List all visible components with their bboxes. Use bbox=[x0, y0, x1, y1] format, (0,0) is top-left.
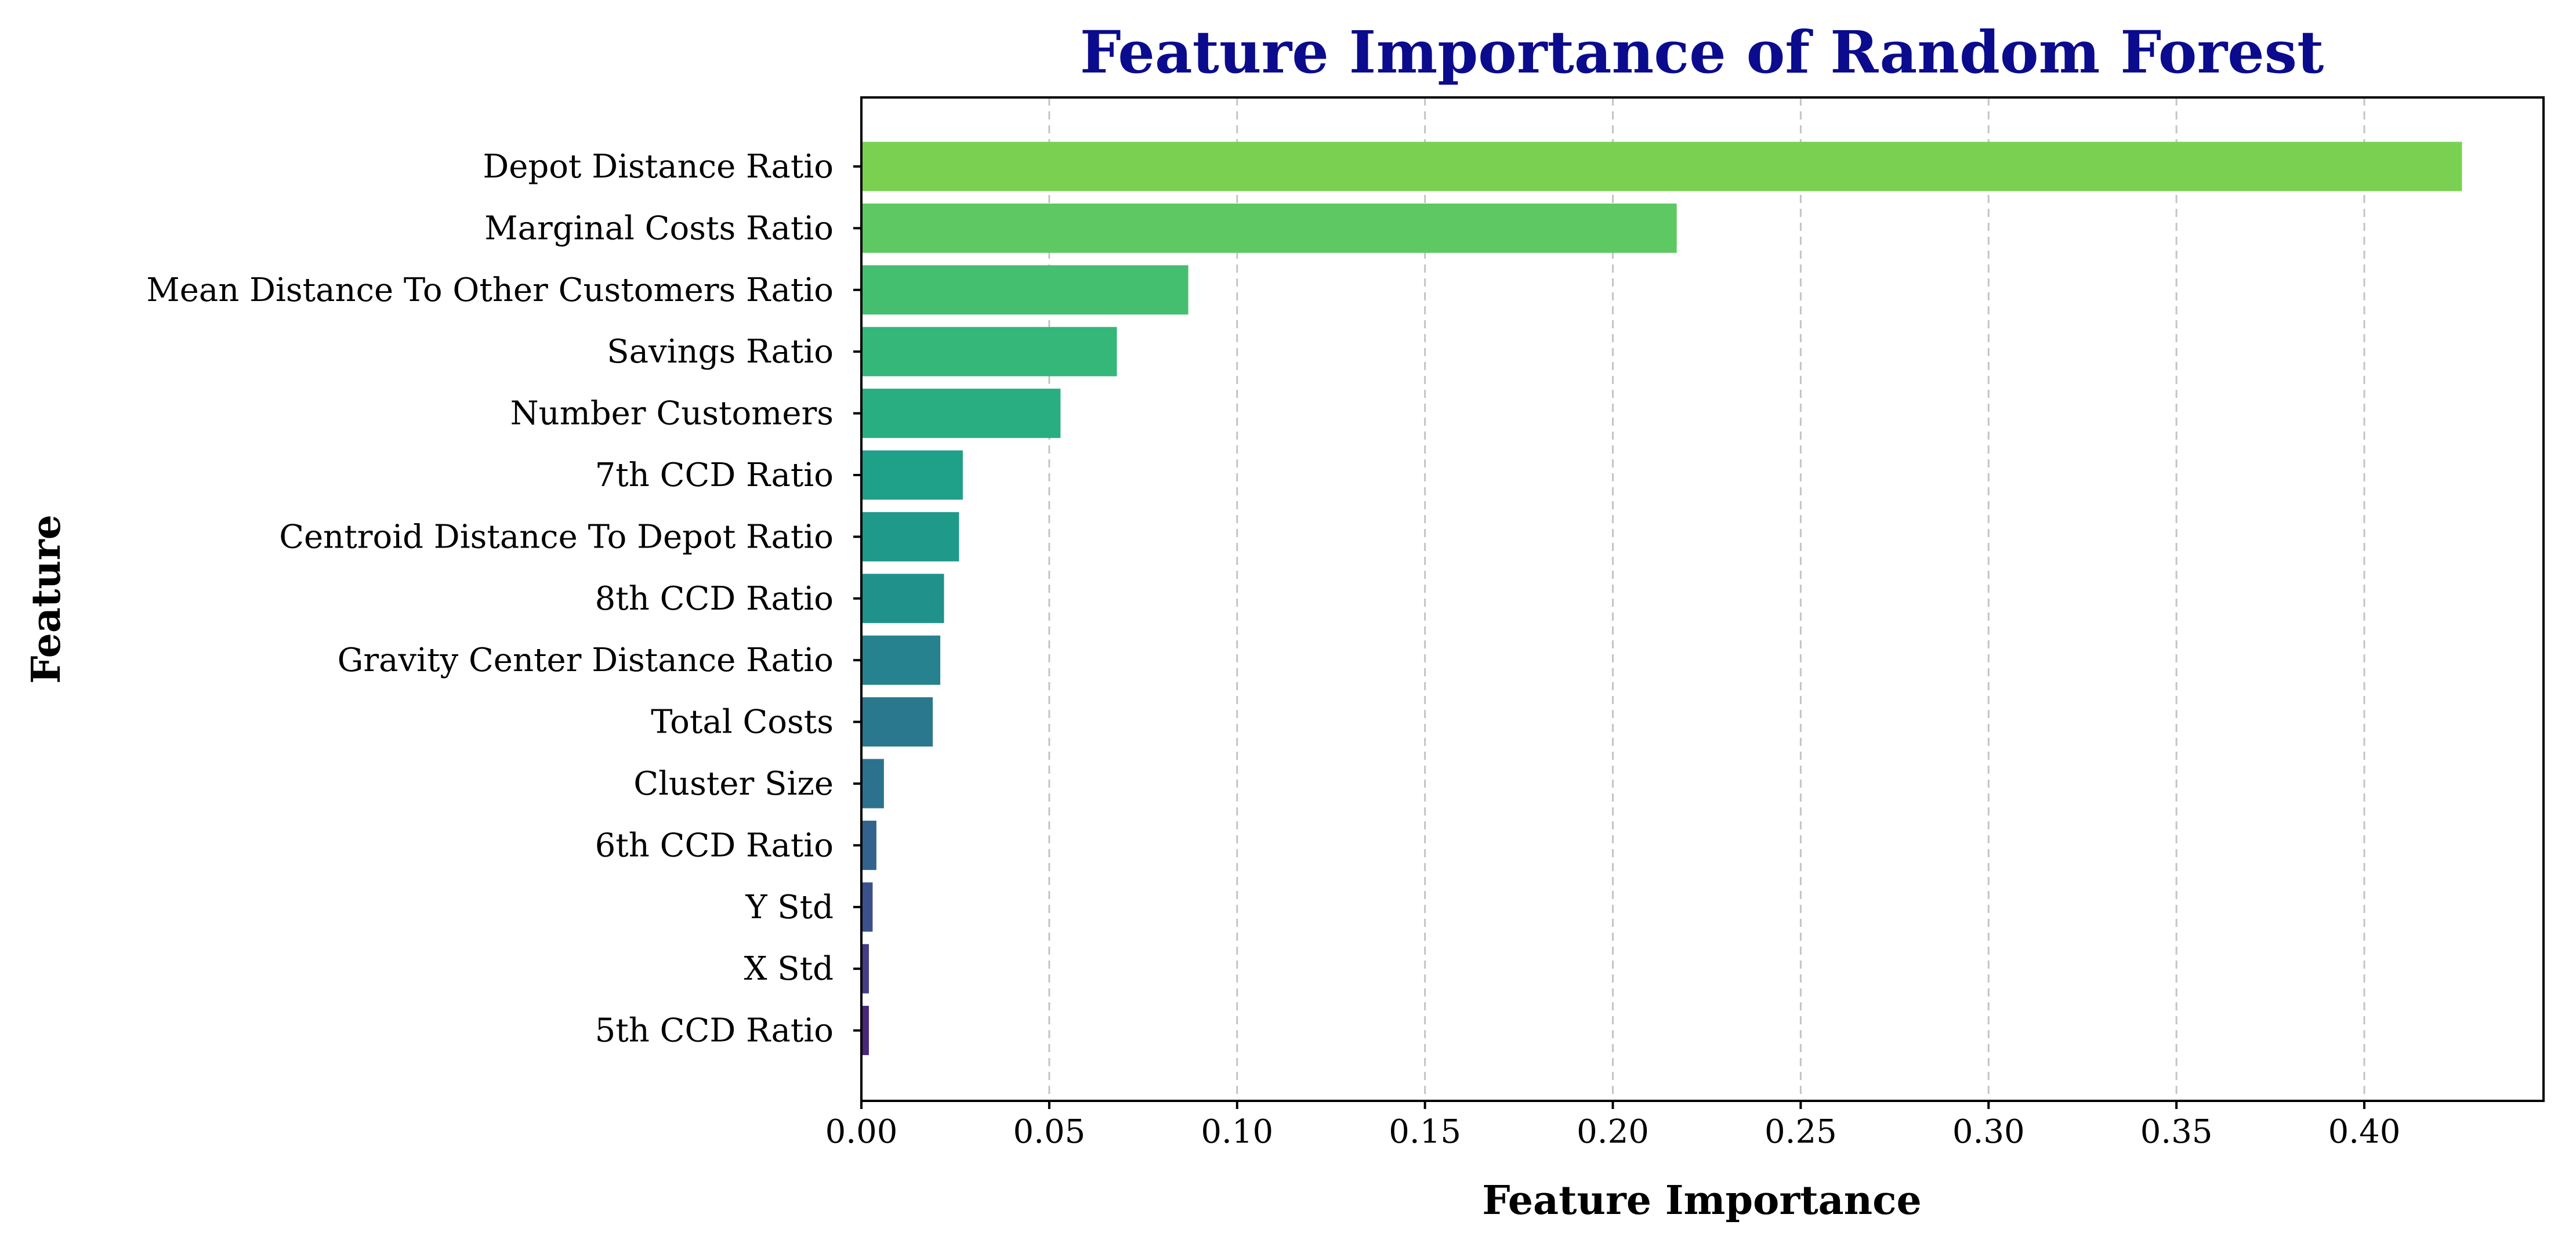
y-tick-label: Marginal Costs Ratio bbox=[484, 209, 834, 247]
bar bbox=[861, 512, 959, 561]
x-tick-label: 0.30 bbox=[1952, 1113, 2025, 1151]
y-tick-label: Total Costs bbox=[651, 704, 834, 741]
bar bbox=[861, 820, 876, 870]
x-tick-label: 0.25 bbox=[1765, 1113, 1837, 1151]
x-tick-label: 0.10 bbox=[1201, 1113, 1273, 1151]
bar bbox=[861, 759, 884, 809]
gridlines bbox=[1048, 97, 2365, 1101]
bar bbox=[861, 697, 933, 747]
y-tick-label: Cluster Size bbox=[633, 765, 834, 803]
y-tick-label: 8th CCD Ratio bbox=[595, 580, 834, 618]
chart-title: Feature Importance of Random Forest bbox=[1080, 18, 2324, 86]
bar bbox=[861, 882, 873, 932]
bar bbox=[861, 203, 1677, 253]
x-axis-title: Feature Importance bbox=[1482, 1177, 1922, 1224]
y-tick-label: 6th CCD Ratio bbox=[595, 827, 834, 864]
y-tick-label: Y Std bbox=[745, 889, 834, 926]
y-tick-label: 5th CCD Ratio bbox=[595, 1012, 834, 1050]
bar bbox=[861, 635, 941, 685]
x-axis-ticks: 0.00 0.05 0.10 0.15 0.20 0.25 0.30 0.35 0.40 bbox=[825, 1101, 2401, 1151]
x-tick-label: 0.40 bbox=[2328, 1113, 2401, 1151]
y-tick-label: Number Customers bbox=[510, 395, 834, 433]
x-tick-label: 0.35 bbox=[2140, 1113, 2213, 1151]
bar bbox=[861, 265, 1189, 315]
y-tick-label: Centroid Distance To Depot Ratio bbox=[279, 518, 834, 556]
bars bbox=[861, 142, 2462, 1056]
x-tick-label: 0.00 bbox=[825, 1113, 898, 1151]
bar bbox=[861, 450, 963, 500]
bar bbox=[861, 944, 869, 994]
y-tick-label: Savings Ratio bbox=[607, 333, 834, 371]
y-tick-label: Depot Distance Ratio bbox=[483, 148, 834, 186]
y-axis-ticks: Depot Distance Ratio Marginal Costs Ratio… bbox=[146, 148, 861, 1050]
bar bbox=[861, 1006, 869, 1056]
bar bbox=[861, 142, 2462, 191]
x-tick-label: 0.05 bbox=[1013, 1113, 1086, 1151]
bar bbox=[861, 327, 1117, 376]
x-tick-label: 0.20 bbox=[1577, 1113, 1649, 1151]
bar bbox=[861, 574, 944, 624]
y-axis-title: Feature bbox=[23, 514, 70, 684]
y-tick-label: Mean Distance To Other Customers Ratio bbox=[146, 271, 834, 309]
x-tick-label: 0.15 bbox=[1389, 1113, 1461, 1151]
y-tick-label: 7th CCD Ratio bbox=[595, 456, 834, 494]
y-tick-label: X Std bbox=[744, 950, 834, 988]
bar bbox=[861, 389, 1061, 438]
y-tick-label: Gravity Center Distance Ratio bbox=[338, 642, 834, 679]
